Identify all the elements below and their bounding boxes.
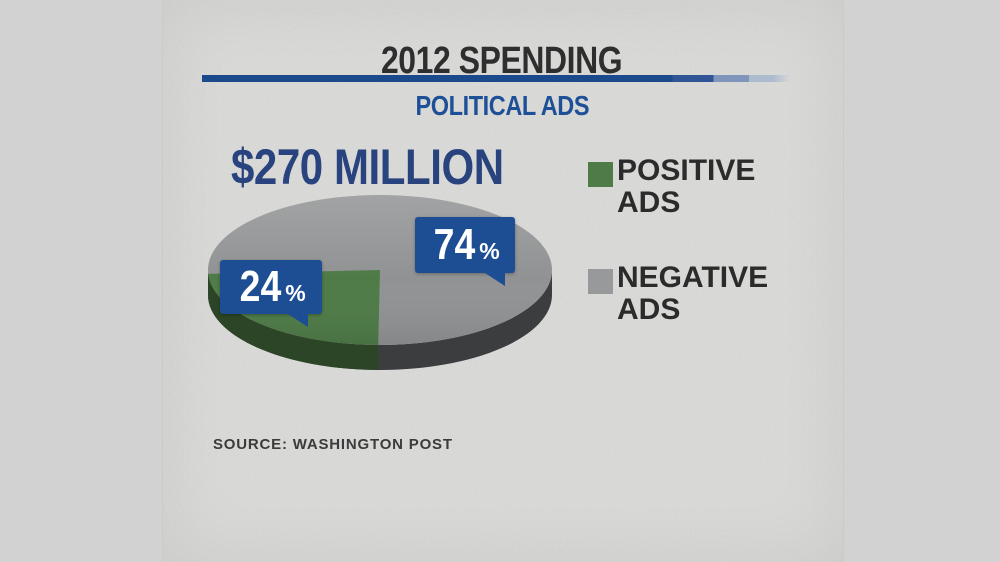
callout-negative-value: 74 xyxy=(433,220,476,269)
callout-positive-unit: % xyxy=(285,280,306,306)
legend-label-positive-line2: ADS xyxy=(617,186,681,219)
legend-label-positive: POSITIVE ADS xyxy=(617,155,755,219)
total-spending-headline: $270 MILLION xyxy=(162,138,572,196)
page-subtitle-text: POLITICAL ADS xyxy=(415,90,589,121)
title-underline-rule xyxy=(202,75,790,82)
legend-label-negative: NEGATIVE ADS xyxy=(617,262,768,326)
source-credit: SOURCE: WASHINGTON POST xyxy=(213,436,453,453)
callout-positive-pct: 24% xyxy=(220,260,322,327)
callout-positive-value: 24 xyxy=(239,262,282,311)
total-spending-text: $270 MILLION xyxy=(230,139,504,195)
legend-swatch-negative xyxy=(588,269,613,294)
legend-swatch-positive xyxy=(588,162,613,187)
legend-label-negative-line2: ADS xyxy=(617,293,681,326)
callout-negative-unit: % xyxy=(479,238,500,264)
legend-item-positive: POSITIVE ADS xyxy=(588,155,755,219)
callout-negative-pct: 74% xyxy=(415,217,515,286)
page-subtitle: POLITICAL ADS xyxy=(162,90,842,122)
legend-label-positive-line1: POSITIVE xyxy=(617,154,756,187)
legend-label-negative-line1: NEGATIVE xyxy=(617,261,769,294)
legend-item-negative: NEGATIVE ADS xyxy=(588,262,768,326)
